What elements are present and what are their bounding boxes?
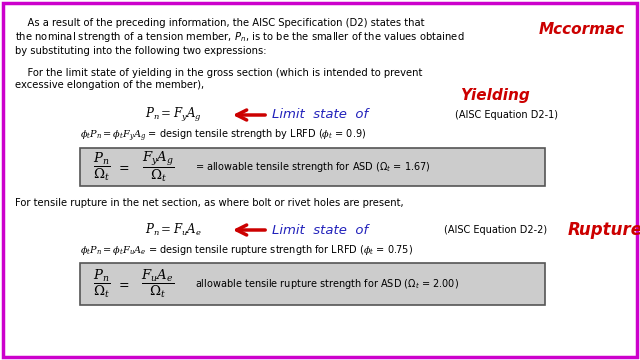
Text: allowable tensile rupture strength for ASD ($\Omega_t$ = 2.00): allowable tensile rupture strength for A…: [195, 277, 459, 291]
Text: $=$: $=$: [116, 161, 130, 174]
Text: = allowable tensile strength for ASD ($\Omega_t$ = 1.67): = allowable tensile strength for ASD ($\…: [195, 160, 431, 174]
Text: For tensile rupture in the net section, as where bolt or rivet holes are present: For tensile rupture in the net section, …: [15, 198, 404, 208]
Text: $\phi_t P_n = \phi_t F_y A_g$ = design tensile strength by LRFD ($\phi_t$ = 0.9): $\phi_t P_n = \phi_t F_y A_g$ = design t…: [80, 128, 366, 144]
Text: Limit  state  of: Limit state of: [272, 224, 368, 237]
Text: $\dfrac{P_n}{\Omega_t}$: $\dfrac{P_n}{\Omega_t}$: [93, 151, 111, 183]
Text: Limit  state  of: Limit state of: [272, 108, 368, 122]
Text: As a result of the preceding information, the AISC Specification (D2) states tha: As a result of the preceding information…: [15, 18, 465, 55]
Bar: [80, 148, 545, 186]
Text: (AISC Equation D2-2): (AISC Equation D2-2): [444, 225, 547, 235]
Text: $\phi_t P_n = \phi_t F_u A_e$ = design tensile rupture strength for LRFD ($\phi_: $\phi_t P_n = \phi_t F_u A_e$ = design t…: [80, 243, 413, 257]
Text: For the limit state of yielding in the gross section (which is intended to preve: For the limit state of yielding in the g…: [15, 68, 422, 90]
Text: $=$: $=$: [116, 278, 130, 291]
Text: $\dfrac{F_u A_e}{\Omega_t}$: $\dfrac{F_u A_e}{\Omega_t}$: [141, 268, 175, 300]
Text: Yielding: Yielding: [460, 88, 530, 103]
Bar: [80, 263, 545, 305]
Text: $P_n = F_y A_g$: $P_n = F_y A_g$: [145, 106, 202, 124]
Text: (AISC Equation D2-1): (AISC Equation D2-1): [455, 110, 558, 120]
Text: $\dfrac{F_y A_g}{\Omega_t}$: $\dfrac{F_y A_g}{\Omega_t}$: [141, 150, 175, 184]
Text: $\dfrac{P_n}{\Omega_t}$: $\dfrac{P_n}{\Omega_t}$: [93, 268, 111, 300]
Text: Mccormac: Mccormac: [539, 22, 625, 37]
Text: Rupture: Rupture: [568, 221, 640, 239]
Text: $P_n = F_u A_e$: $P_n = F_u A_e$: [145, 222, 202, 238]
